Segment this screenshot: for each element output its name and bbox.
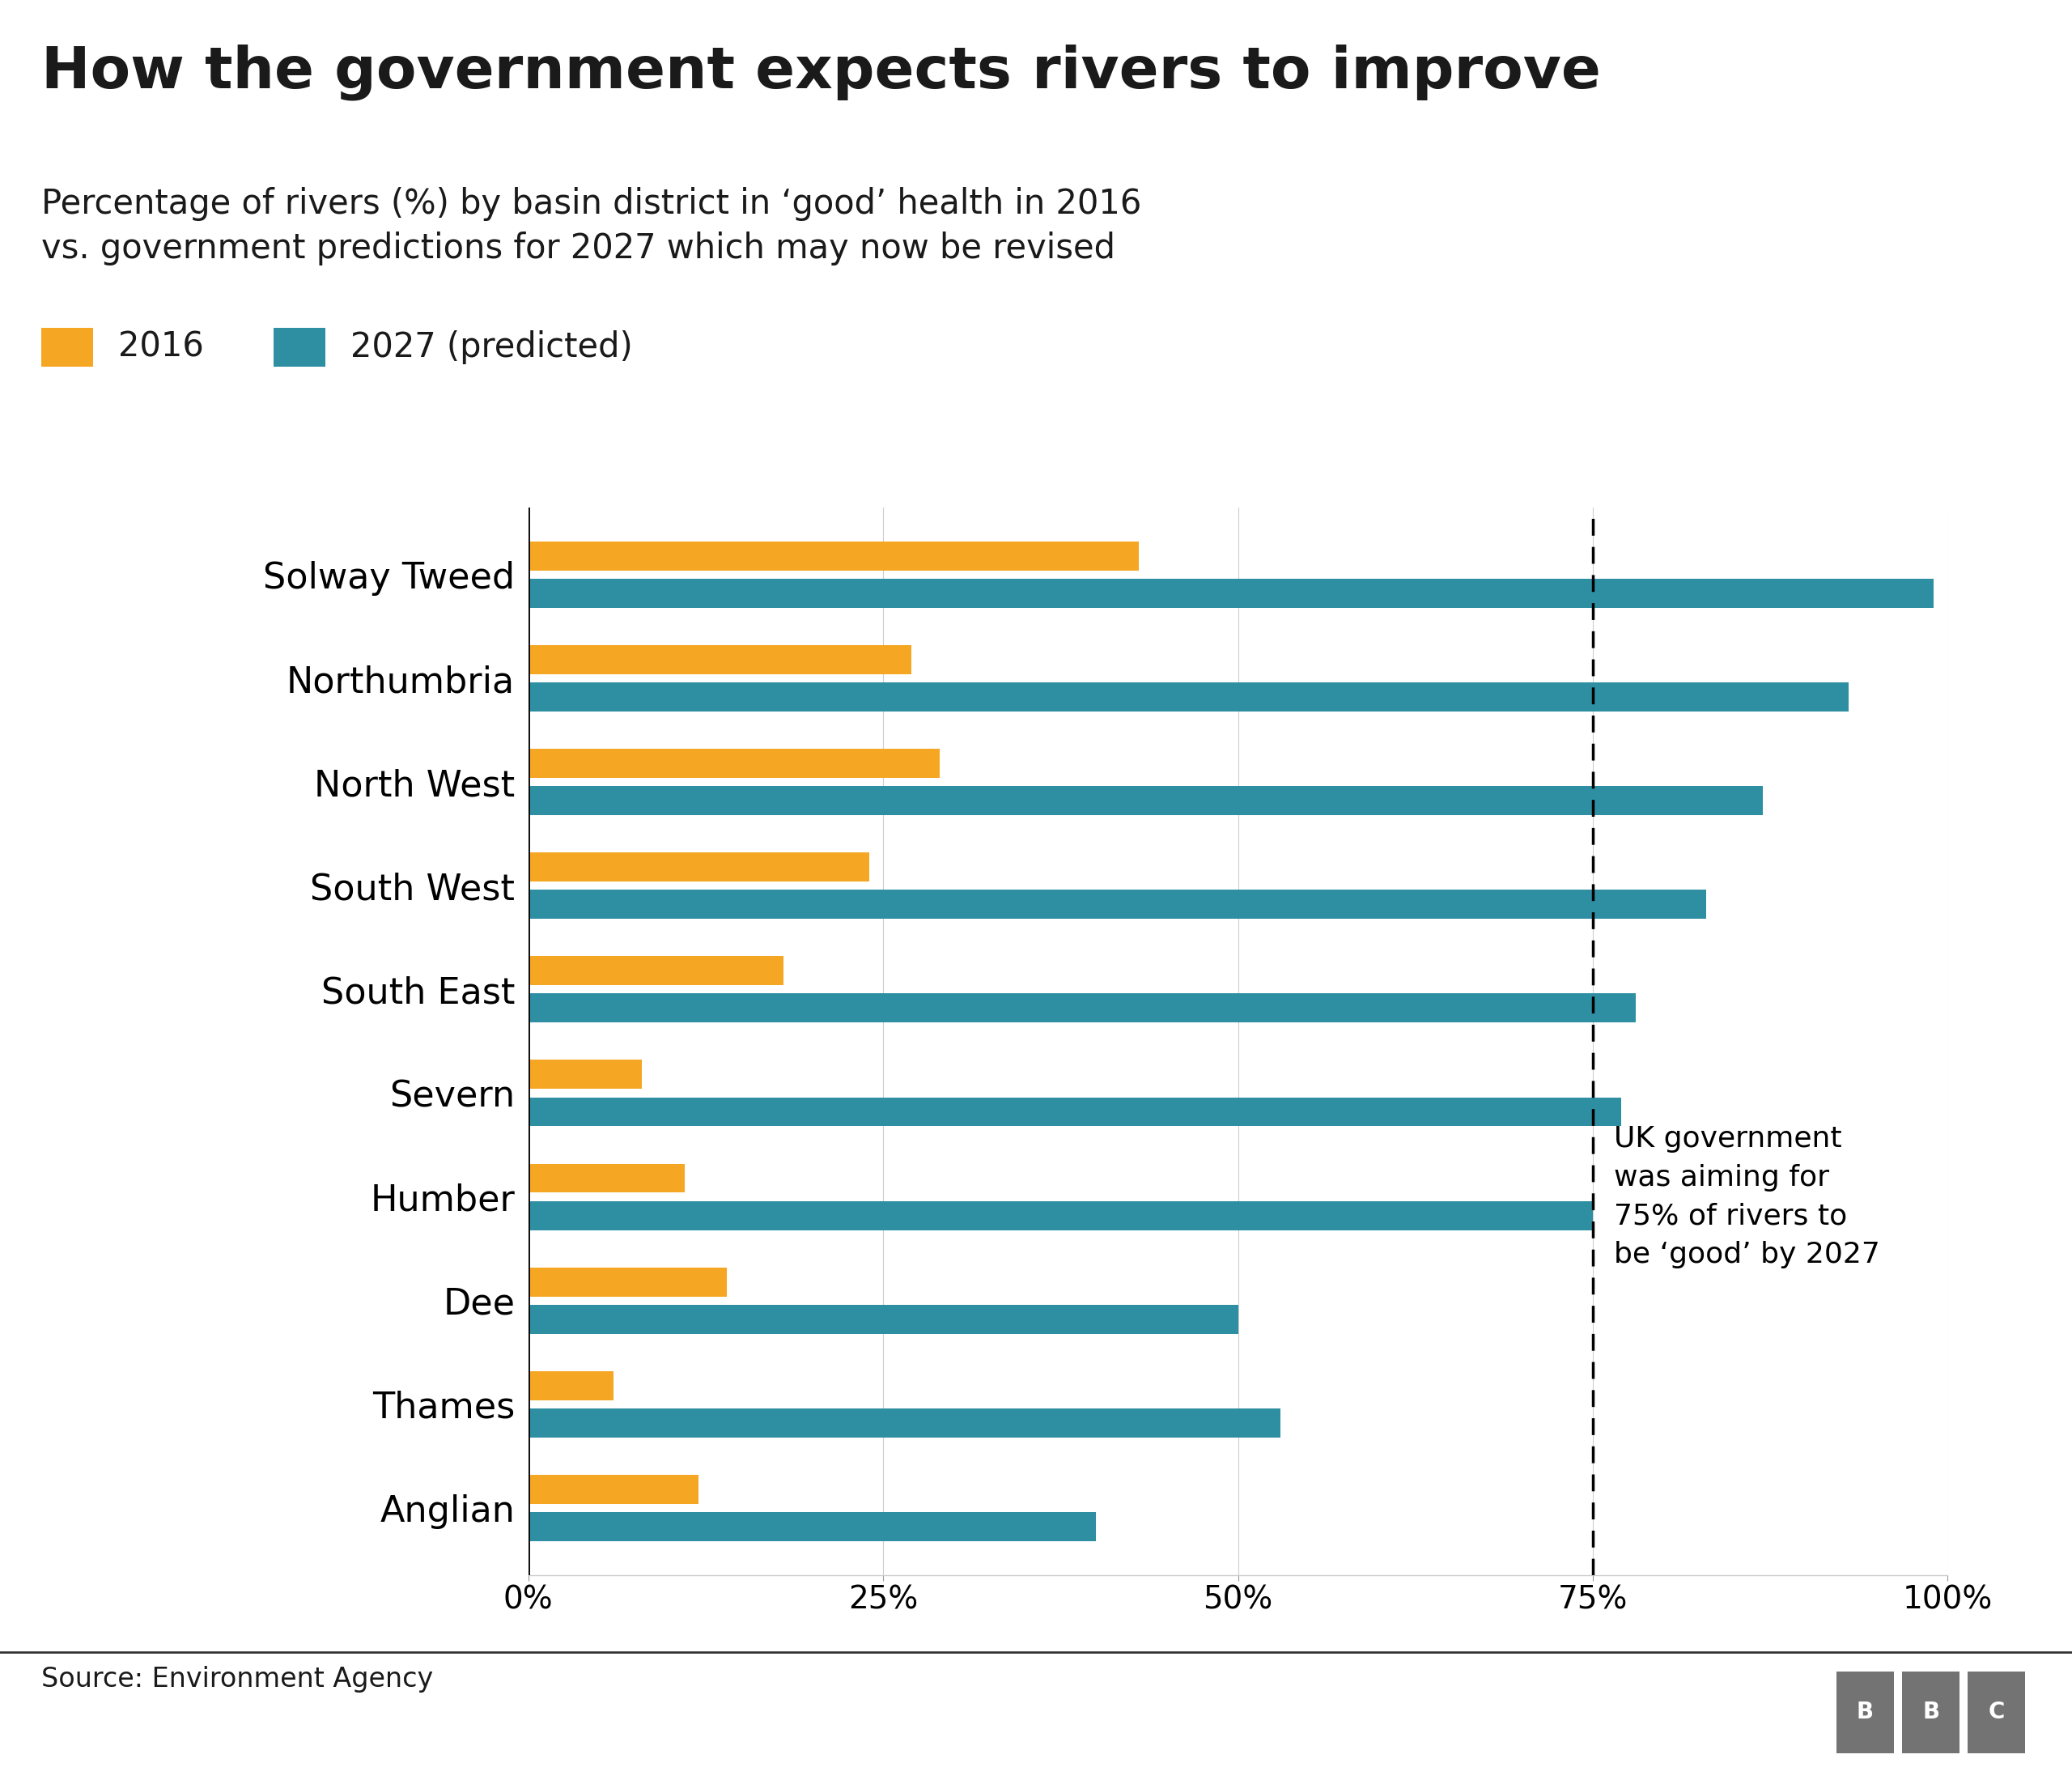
Text: UK government
was aiming for
75% of rivers to
be ‘good’ by 2027: UK government was aiming for 75% of rive… bbox=[1614, 1125, 1879, 1269]
FancyBboxPatch shape bbox=[1968, 1671, 2024, 1753]
Bar bbox=[528, 1371, 613, 1401]
FancyBboxPatch shape bbox=[1902, 1671, 1960, 1753]
Bar bbox=[528, 682, 1848, 712]
Bar bbox=[528, 1305, 1239, 1333]
Bar bbox=[528, 1164, 684, 1193]
Bar bbox=[528, 541, 1140, 571]
Bar bbox=[528, 1059, 642, 1089]
Bar bbox=[528, 1096, 1620, 1127]
Bar bbox=[528, 890, 1707, 918]
Bar bbox=[528, 787, 1763, 815]
Bar bbox=[528, 1267, 727, 1296]
Bar bbox=[528, 1408, 1280, 1438]
Text: Percentage of rivers (%) by basin district in ‘good’ health in 2016
vs. governme: Percentage of rivers (%) by basin distri… bbox=[41, 187, 1142, 265]
Text: B: B bbox=[1923, 1702, 1939, 1723]
Text: C: C bbox=[1989, 1702, 2006, 1723]
Text: Source: Environment Agency: Source: Environment Agency bbox=[41, 1666, 433, 1693]
Bar bbox=[528, 1474, 698, 1504]
Bar bbox=[528, 853, 868, 881]
Text: How the government expects rivers to improve: How the government expects rivers to imp… bbox=[41, 44, 1602, 101]
Text: 2027 (predicted): 2027 (predicted) bbox=[350, 329, 632, 365]
Bar bbox=[528, 956, 783, 986]
FancyBboxPatch shape bbox=[1836, 1671, 1894, 1753]
Bar bbox=[528, 749, 941, 778]
Bar bbox=[528, 993, 1635, 1023]
Text: B: B bbox=[1857, 1702, 1873, 1723]
Bar bbox=[528, 644, 912, 675]
Text: 2016: 2016 bbox=[118, 329, 203, 365]
Bar bbox=[528, 1511, 1096, 1541]
Bar bbox=[528, 1202, 1593, 1230]
Bar bbox=[528, 578, 1933, 609]
